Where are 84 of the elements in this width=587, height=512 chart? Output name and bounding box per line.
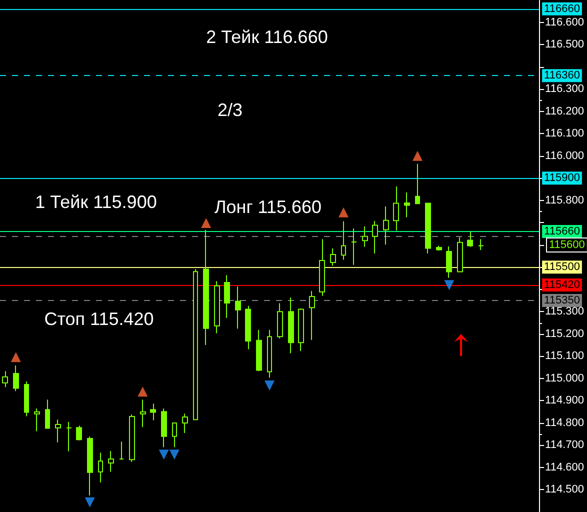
candlestick	[119, 441, 124, 460]
ref-line-label: 115420	[544, 278, 580, 291]
y-tick-label: 116.500	[545, 38, 584, 51]
ref-line-label: 116360	[544, 70, 580, 82]
y-tick-label: 116.000	[545, 150, 584, 162]
y-tick-label: 114.500	[545, 484, 584, 496]
point	[169, 450, 180, 460]
candlestick	[55, 419, 61, 443]
candlestick	[108, 450, 114, 472]
ref-line-label: 115500	[544, 261, 580, 274]
y-tick-label: 115.200	[545, 328, 584, 340]
text: 115600	[549, 239, 585, 251]
ref-line-label: 116660	[544, 2, 580, 15]
candlestick	[193, 268, 198, 421]
candlestick	[140, 399, 146, 428]
point	[412, 150, 423, 161]
candlestick	[66, 421, 72, 452]
candlestick	[362, 226, 368, 248]
candlestick	[13, 365, 19, 392]
y-tick-label: 115.100	[545, 350, 584, 362]
candlestick	[224, 274, 230, 318]
point	[338, 207, 349, 218]
candlestick	[98, 452, 103, 483]
y-tick-label: 115.300	[545, 306, 584, 318]
candlestick	[24, 381, 29, 417]
candlestick	[161, 408, 167, 448]
candlestick	[372, 220, 378, 254]
candlestick	[467, 231, 473, 248]
point	[138, 386, 148, 397]
candlestick	[277, 302, 283, 339]
candlestick	[341, 220, 346, 260]
candlestick	[235, 286, 241, 330]
point	[10, 352, 21, 362]
candlestick	[436, 245, 442, 252]
candlestick	[309, 290, 315, 340]
y-tick-label: 116.600	[545, 16, 584, 28]
y-tick-label: 114.900	[545, 394, 584, 407]
point	[201, 218, 212, 228]
candlestick	[129, 414, 135, 462]
y-tick-label: 115.800	[545, 194, 584, 206]
candlestick	[150, 403, 156, 421]
candlestick	[172, 422, 177, 448]
ref-line-label: 115900	[544, 172, 580, 184]
candlestick	[214, 280, 220, 334]
ref-line-label: 115350	[544, 294, 580, 307]
candlestick	[319, 238, 325, 296]
y-tick-label: 116.100	[545, 128, 584, 140]
candlestick	[203, 229, 209, 346]
candlestick	[256, 329, 262, 372]
annotation: 2 Тейк 116.660	[206, 27, 328, 47]
candlestick	[478, 238, 484, 250]
candlestick	[298, 308, 304, 352]
y-tick-label: 115.000	[545, 372, 584, 384]
candlestick	[34, 408, 40, 432]
y-tick-label: 116.200	[545, 105, 584, 118]
point	[444, 280, 454, 290]
candlestick	[404, 192, 410, 218]
candlestick	[45, 399, 50, 429]
candlestick	[446, 246, 452, 278]
annotation: 2/3	[217, 100, 243, 120]
y-tick-label: 114.700	[545, 439, 584, 452]
candlestick	[267, 329, 272, 378]
y-tick-label: 116.300	[545, 83, 584, 96]
ref-line-label: 115660	[544, 226, 580, 238]
candlestick	[393, 186, 399, 232]
annotation: Стоп 115.420	[44, 309, 154, 329]
point	[158, 450, 169, 460]
candlestick	[383, 206, 389, 246]
candlestick	[288, 297, 294, 354]
annotation: 1 Тейк 115.900	[35, 192, 157, 212]
annotation: Лонг 115.660	[214, 197, 322, 217]
y-tick-label: 114.600	[545, 461, 584, 474]
candlestick	[76, 425, 82, 441]
y-tick-label: 114.800	[545, 416, 584, 429]
candlestick	[425, 202, 431, 254]
candlestick	[330, 248, 336, 266]
point	[264, 380, 275, 391]
candlestick	[245, 305, 251, 350]
candlestick	[182, 413, 188, 434]
point	[84, 497, 95, 508]
candlestick	[415, 163, 420, 204]
candlestick	[87, 436, 93, 496]
candlestick	[457, 236, 463, 272]
candlestick	[351, 228, 357, 266]
